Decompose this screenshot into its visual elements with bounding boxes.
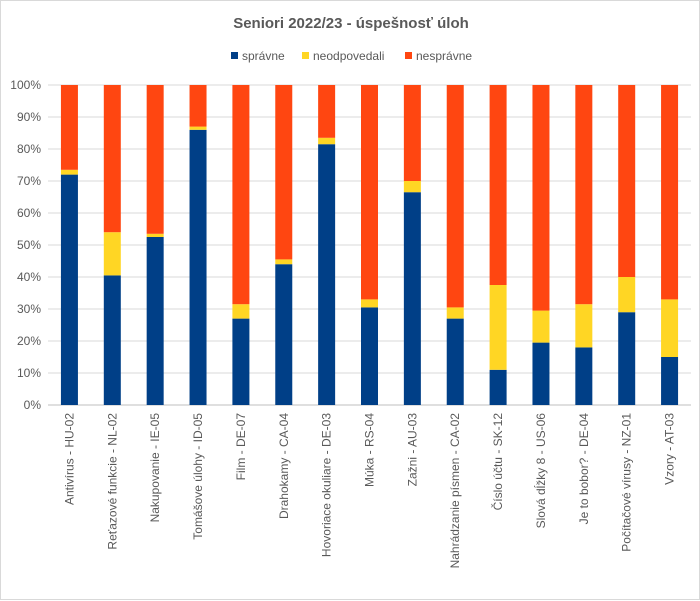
x-category-label: Drahokamy - CA-04: [277, 413, 291, 519]
y-axis-ticks: 0% 10% 20% 30% 40% 50% 60% 70% 80% 90% 100%: [10, 78, 41, 412]
y-tick-label: 60%: [17, 206, 41, 220]
bar-segment-neodpovedali: [318, 137, 336, 145]
bar-segment-neodpovedali: [275, 259, 293, 265]
bar-segment-nespravne: [489, 85, 507, 285]
bar-segment-neodpovedali: [189, 126, 207, 130]
x-category-label: Film - DE-07: [234, 413, 248, 481]
bar-segment-nespravne: [318, 85, 336, 138]
bar-segment-neodpovedali: [661, 299, 679, 357]
bar-segment-spravne: [103, 275, 121, 405]
x-category-label: Číslo účtu - SK-12: [490, 413, 505, 511]
bar-segment-nespravne: [275, 85, 293, 260]
y-tick-label: 80%: [17, 142, 41, 156]
x-category-label: Je to bobor? - DE-04: [577, 413, 591, 525]
y-tick-label: 20%: [17, 334, 41, 348]
bar-segment-neodpovedali: [146, 233, 164, 237]
x-category-label: Počítačové vírusy - NZ-01: [620, 413, 634, 552]
x-category-label: Reťazové funkcie - NL-02: [105, 413, 119, 550]
bar-segment-spravne: [661, 357, 679, 405]
bar-segment-nespravne: [146, 85, 164, 234]
y-tick-label: 100%: [10, 78, 41, 92]
bar-segment-spravne: [361, 307, 378, 405]
bar-segment-nespravne: [403, 85, 421, 181]
bar-segment-spravne: [318, 144, 336, 405]
bar-segment-spravne: [618, 312, 636, 405]
x-category-label: Zažni - AU-03: [405, 413, 419, 487]
bar-segment-nespravne: [361, 85, 378, 300]
x-category-label: Nahrádzanie písmen - CA-02: [448, 413, 462, 569]
bars: [60, 85, 679, 406]
bar-segment-spravne: [489, 369, 507, 405]
x-axis-labels: Antivírus - HU-02 Reťazové funkcie - NL-0…: [62, 413, 676, 569]
legend-swatch-neodpovedali: [302, 52, 309, 59]
chart-title: Seniori 2022/23 - úspešnosť úloh: [233, 15, 469, 32]
bar-segment-nespravne: [532, 85, 550, 311]
bar-segment-neodpovedali: [361, 299, 378, 308]
bar-segment-neodpovedali: [60, 169, 78, 175]
legend-label-neodpovedali: neodpovedali: [313, 49, 384, 63]
bar-segment-neodpovedali: [575, 304, 593, 348]
x-category-label: Vzory - AT-03: [663, 413, 677, 485]
bar-segment-neodpovedali: [532, 310, 550, 343]
y-tick-label: 70%: [17, 174, 41, 188]
bar-segment-spravne: [275, 264, 293, 405]
bar-segment-nespravne: [232, 85, 250, 305]
bar-segment-nespravne: [189, 85, 207, 127]
bar-segment-nespravne: [661, 85, 679, 300]
bar-segment-neodpovedali: [446, 307, 464, 319]
bar-segment-nespravne: [575, 85, 593, 305]
legend-swatch-nespravne: [405, 52, 412, 59]
bar-segment-neodpovedali: [103, 232, 121, 276]
y-tick-label: 40%: [17, 270, 41, 284]
y-tick-label: 0%: [24, 398, 42, 412]
x-category-label: Múka - RS-04: [363, 413, 377, 487]
bar-segment-nespravne: [446, 85, 464, 308]
legend-swatch-spravne: [231, 52, 238, 59]
bar-segment-spravne: [60, 174, 78, 405]
x-category-label: Slová dĺžky 8 - US-06: [533, 413, 548, 529]
bar-segment-neodpovedali: [618, 277, 636, 313]
bar-segment-neodpovedali: [489, 285, 507, 370]
x-category-label: Nakupovanie - IE-05: [148, 413, 162, 523]
legend-label-spravne: správne: [242, 49, 285, 63]
x-category-label: Hovoriace okuliare - DE-03: [320, 413, 334, 557]
bar-segment-spravne: [146, 237, 164, 405]
bar-segment-neodpovedali: [232, 304, 250, 319]
bar-segment-spravne: [189, 129, 207, 406]
legend-label-nespravne: nesprávne: [416, 49, 472, 63]
y-tick-label: 30%: [17, 302, 41, 316]
bar-segment-spravne: [403, 192, 421, 405]
bar-segment-spravne: [446, 318, 464, 405]
bar-segment-nespravne: [103, 85, 121, 233]
bar-segment-neodpovedali: [403, 181, 421, 193]
bar-segment-nespravne: [618, 85, 636, 277]
y-tick-label: 10%: [17, 366, 41, 380]
y-tick-label: 50%: [17, 238, 41, 252]
bar-segment-spravne: [232, 318, 250, 405]
x-category-label: Tomášove úlohy - ID-05: [191, 413, 205, 540]
bar-segment-nespravne: [60, 85, 78, 170]
y-tick-label: 90%: [17, 110, 41, 124]
bar-segment-spravne: [532, 342, 550, 405]
x-category-label: Antivírus - HU-02: [62, 413, 76, 505]
legend: správne neodpovedali nesprávne: [231, 49, 472, 63]
bar-segment-spravne: [575, 347, 593, 405]
